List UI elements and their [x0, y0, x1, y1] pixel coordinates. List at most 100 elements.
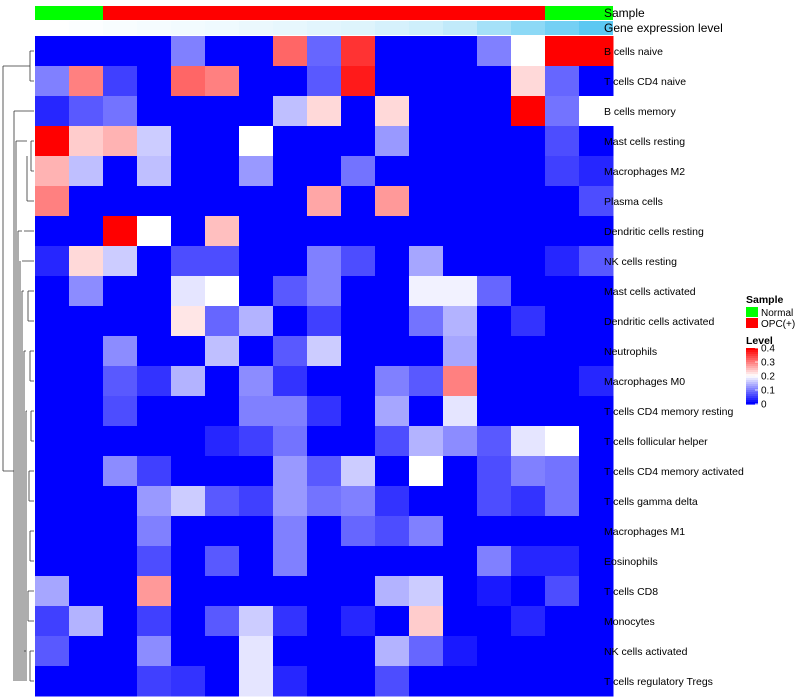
heatmap-cell	[103, 576, 138, 607]
heatmap-cell	[35, 456, 70, 487]
legend-gradient-step	[746, 398, 758, 401]
heatmap-cell	[35, 246, 70, 277]
expression-annotation-cell	[409, 21, 443, 35]
heatmap-cell	[69, 486, 104, 517]
heatmap-cell	[239, 486, 274, 517]
heatmap-cell	[511, 246, 546, 277]
heatmap-cell	[35, 426, 70, 457]
heatmap-cell	[239, 36, 274, 67]
heatmap-cell	[545, 576, 580, 607]
dendrogram-branches	[2, 50, 34, 682]
expression-annotation-cell	[511, 21, 545, 35]
heatmap-cell	[307, 666, 342, 697]
expression-annotation-cell	[239, 21, 273, 35]
heatmap-cell	[239, 366, 274, 397]
heatmap-cell	[69, 576, 104, 607]
row-label: T cells CD4 naive	[604, 76, 686, 88]
heatmap-cell	[341, 336, 376, 367]
expression-annotation-cell	[103, 21, 137, 35]
heatmap-cell	[545, 216, 580, 247]
heatmap-cell	[545, 546, 580, 577]
heatmap-cell	[511, 306, 546, 337]
heatmap-cell	[171, 216, 206, 247]
expression-annotation-cell	[477, 21, 511, 35]
heatmap-cell	[273, 186, 308, 217]
sample-annotation-cell	[273, 6, 307, 20]
legend-gradient-step	[746, 366, 758, 369]
heatmap-cell	[579, 186, 614, 217]
heatmap-cell	[205, 276, 240, 307]
heatmap-cell	[375, 606, 410, 637]
heatmap-cell	[137, 96, 172, 127]
heatmap-cell	[511, 366, 546, 397]
legend-gradient-step	[746, 388, 758, 391]
heatmap-cell	[477, 186, 512, 217]
expression-annotation-cell	[137, 21, 171, 35]
heatmap-cell	[545, 396, 580, 427]
heatmap-cell	[205, 636, 240, 667]
row-labels: B cells naive T cells CD4 naive B cells me…	[604, 46, 744, 688]
heatmap-cell	[511, 636, 546, 667]
heatmap-cell	[477, 276, 512, 307]
heatmap-cell	[171, 366, 206, 397]
heatmap-cell	[579, 216, 614, 247]
heatmap-cell	[545, 366, 580, 397]
heatmap-cell	[579, 36, 614, 67]
heatmap-cell	[137, 546, 172, 577]
heatmap-cell	[205, 486, 240, 517]
sample-annotation-cell	[239, 6, 273, 20]
heatmap-cell	[545, 66, 580, 97]
heatmap-cell	[171, 546, 206, 577]
heatmap-cell	[579, 96, 614, 127]
heatmap-cell	[443, 456, 478, 487]
heatmap-cell	[545, 606, 580, 637]
legend-gradient-step	[746, 394, 758, 397]
heatmap-cell	[375, 186, 410, 217]
heatmap-cell	[273, 486, 308, 517]
heatmap-cell	[239, 276, 274, 307]
heatmap-cell	[205, 606, 240, 637]
heatmap-cell	[341, 306, 376, 337]
row-label: B cells memory	[604, 106, 677, 118]
legend-gradient-step	[746, 396, 758, 399]
heatmap-cell	[341, 66, 376, 97]
heatmap-cell	[579, 246, 614, 277]
heatmap-cell	[69, 36, 104, 67]
heatmap-cell	[69, 336, 104, 367]
heatmap-cell	[341, 576, 376, 607]
row-label: Eosinophils	[604, 556, 658, 568]
heatmap-cell	[137, 126, 172, 157]
heatmap-cell	[273, 366, 308, 397]
heatmap-cell	[69, 396, 104, 427]
heatmap-cell	[409, 606, 444, 637]
heatmap-cell	[69, 606, 104, 637]
expression-annotation-cell	[273, 21, 307, 35]
heatmap-cell	[137, 156, 172, 187]
heatmap-cell	[205, 366, 240, 397]
row-label: Mast cells resting	[604, 136, 685, 148]
heatmap-cell	[375, 336, 410, 367]
heatmap-cell	[69, 186, 104, 217]
heatmap-cell	[307, 156, 342, 187]
legend-gradient-step	[746, 364, 758, 367]
sample-annotation-cell	[579, 6, 613, 20]
row-label: T cells gamma delta	[604, 496, 698, 508]
legend-gradient-step	[746, 390, 758, 393]
heatmap-cell	[103, 126, 138, 157]
heatmap-cell	[307, 426, 342, 457]
heatmap-cell	[341, 36, 376, 67]
heatmap-cell	[35, 66, 70, 97]
heatmap-cell	[239, 126, 274, 157]
heatmap-cell	[103, 336, 138, 367]
heatmap-cell	[307, 246, 342, 277]
heatmap-cell	[307, 66, 342, 97]
heatmap-cell	[511, 456, 546, 487]
heatmap-cell	[511, 666, 546, 697]
heatmap-cell	[35, 396, 70, 427]
heatmap-cell	[239, 606, 274, 637]
heatmap-cell	[545, 126, 580, 157]
heatmap-cell	[137, 426, 172, 457]
sample-annotation-cell	[35, 6, 69, 20]
sample-annotation-label: Sample	[604, 6, 645, 20]
